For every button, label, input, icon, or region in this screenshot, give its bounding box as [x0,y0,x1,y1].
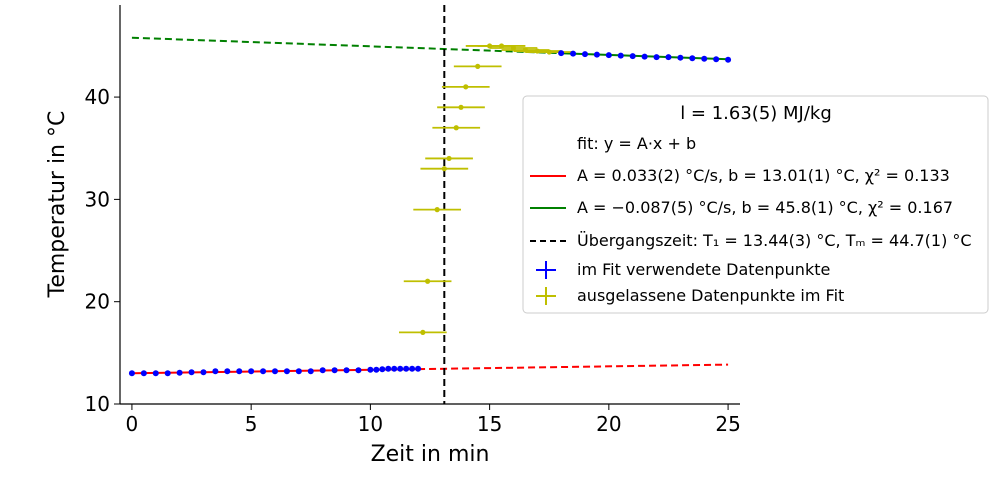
used-point [415,365,422,372]
excluded-point [425,278,431,284]
used-point [725,56,732,63]
used-point [260,368,267,375]
used-point [379,366,386,373]
excluded-point [458,104,464,110]
legend-entry-fit-low: A = 0.033(2) °C/s, b = 13.01(1) °C, χ² =… [577,166,950,185]
used-point [128,370,135,377]
y-tick-label: 30 [85,187,110,211]
used-point [629,53,636,60]
used-point [617,52,624,59]
used-point [653,54,660,61]
excluded-point [546,49,552,55]
plot-area [128,5,732,404]
used-point [176,369,183,376]
used-point [295,368,302,375]
legend-title: l = 1.63(5) MJ/kg [680,103,832,124]
x-tick-label: 15 [477,412,502,436]
x-tick-label: 25 [715,412,740,436]
legend: l = 1.63(5) MJ/kg fit: y = A·x + b A = 0… [522,95,989,314]
used-point [593,51,600,58]
y-axis-label: Temperatur in °C [45,111,70,299]
excluded-point [475,63,481,69]
used-point [373,366,380,373]
used-point [331,367,338,374]
used-point [319,367,326,374]
used-point [689,55,696,62]
used-point [188,369,195,376]
legend-entry-transition: Übergangszeit: T₁ = 13.44(3) °C, Tₘ = 44… [577,231,972,250]
used-point [248,368,255,375]
y-tick-label: 10 [85,392,110,416]
x-tick-label: 20 [596,412,621,436]
used-point [164,370,171,377]
used-point [665,54,672,61]
excluded-point [463,84,469,90]
used-point [713,56,720,63]
used-point [385,365,392,372]
excluded-point [446,155,452,162]
used-point [140,370,147,377]
legend-entry-excluded-points: ausgelassene Datenpunkte im Fit [577,286,844,305]
used-point [403,365,410,372]
x-tick-label: 0 [126,412,139,436]
used-point [152,370,159,377]
used-point [367,366,374,373]
used-point [224,368,231,375]
y-tick-label: 20 [85,290,110,314]
used-point [641,53,648,60]
legend-entry-fit-formula: fit: y = A·x + b [577,134,696,153]
legend-marker-used-points [536,261,556,279]
excluded-point [441,166,447,172]
fit-line-low-dashed [418,363,729,371]
used-point [701,55,708,62]
legend-marker-excluded-points [536,287,556,305]
used-point [200,369,207,376]
used-point [582,51,588,58]
used-point [355,367,362,374]
used-point [605,52,612,59]
excluded-point [434,207,440,213]
excluded-point [420,329,426,335]
used-point [397,365,404,372]
x-tick-label: 5 [245,412,258,436]
used-point [558,50,565,57]
excluded-point [453,125,459,131]
used-point [570,50,577,57]
used-point [236,368,243,375]
x-ticks: 0 5 10 15 20 25 [126,404,741,436]
x-axis-label: Zeit in min [371,442,490,467]
fit-line-high-dashed [131,36,562,55]
legend-entry-fit-high: A = −0.087(5) °C/s, b = 45.8(1) °C, χ² =… [577,198,953,217]
used-point [307,368,314,375]
used-point [409,365,416,372]
y-tick-label: 40 [85,85,110,109]
used-point [391,365,398,372]
x-tick-label: 10 [358,412,383,436]
used-point [272,368,278,375]
used-point [283,368,290,375]
legend-frame [522,95,989,314]
used-point [212,368,219,375]
y-ticks: 10 20 30 40 [85,85,120,416]
used-point [677,54,684,61]
legend-entry-used-points: im Fit verwendete Datenpunkte [577,260,830,279]
used-point [343,367,350,374]
data-points [128,43,732,377]
